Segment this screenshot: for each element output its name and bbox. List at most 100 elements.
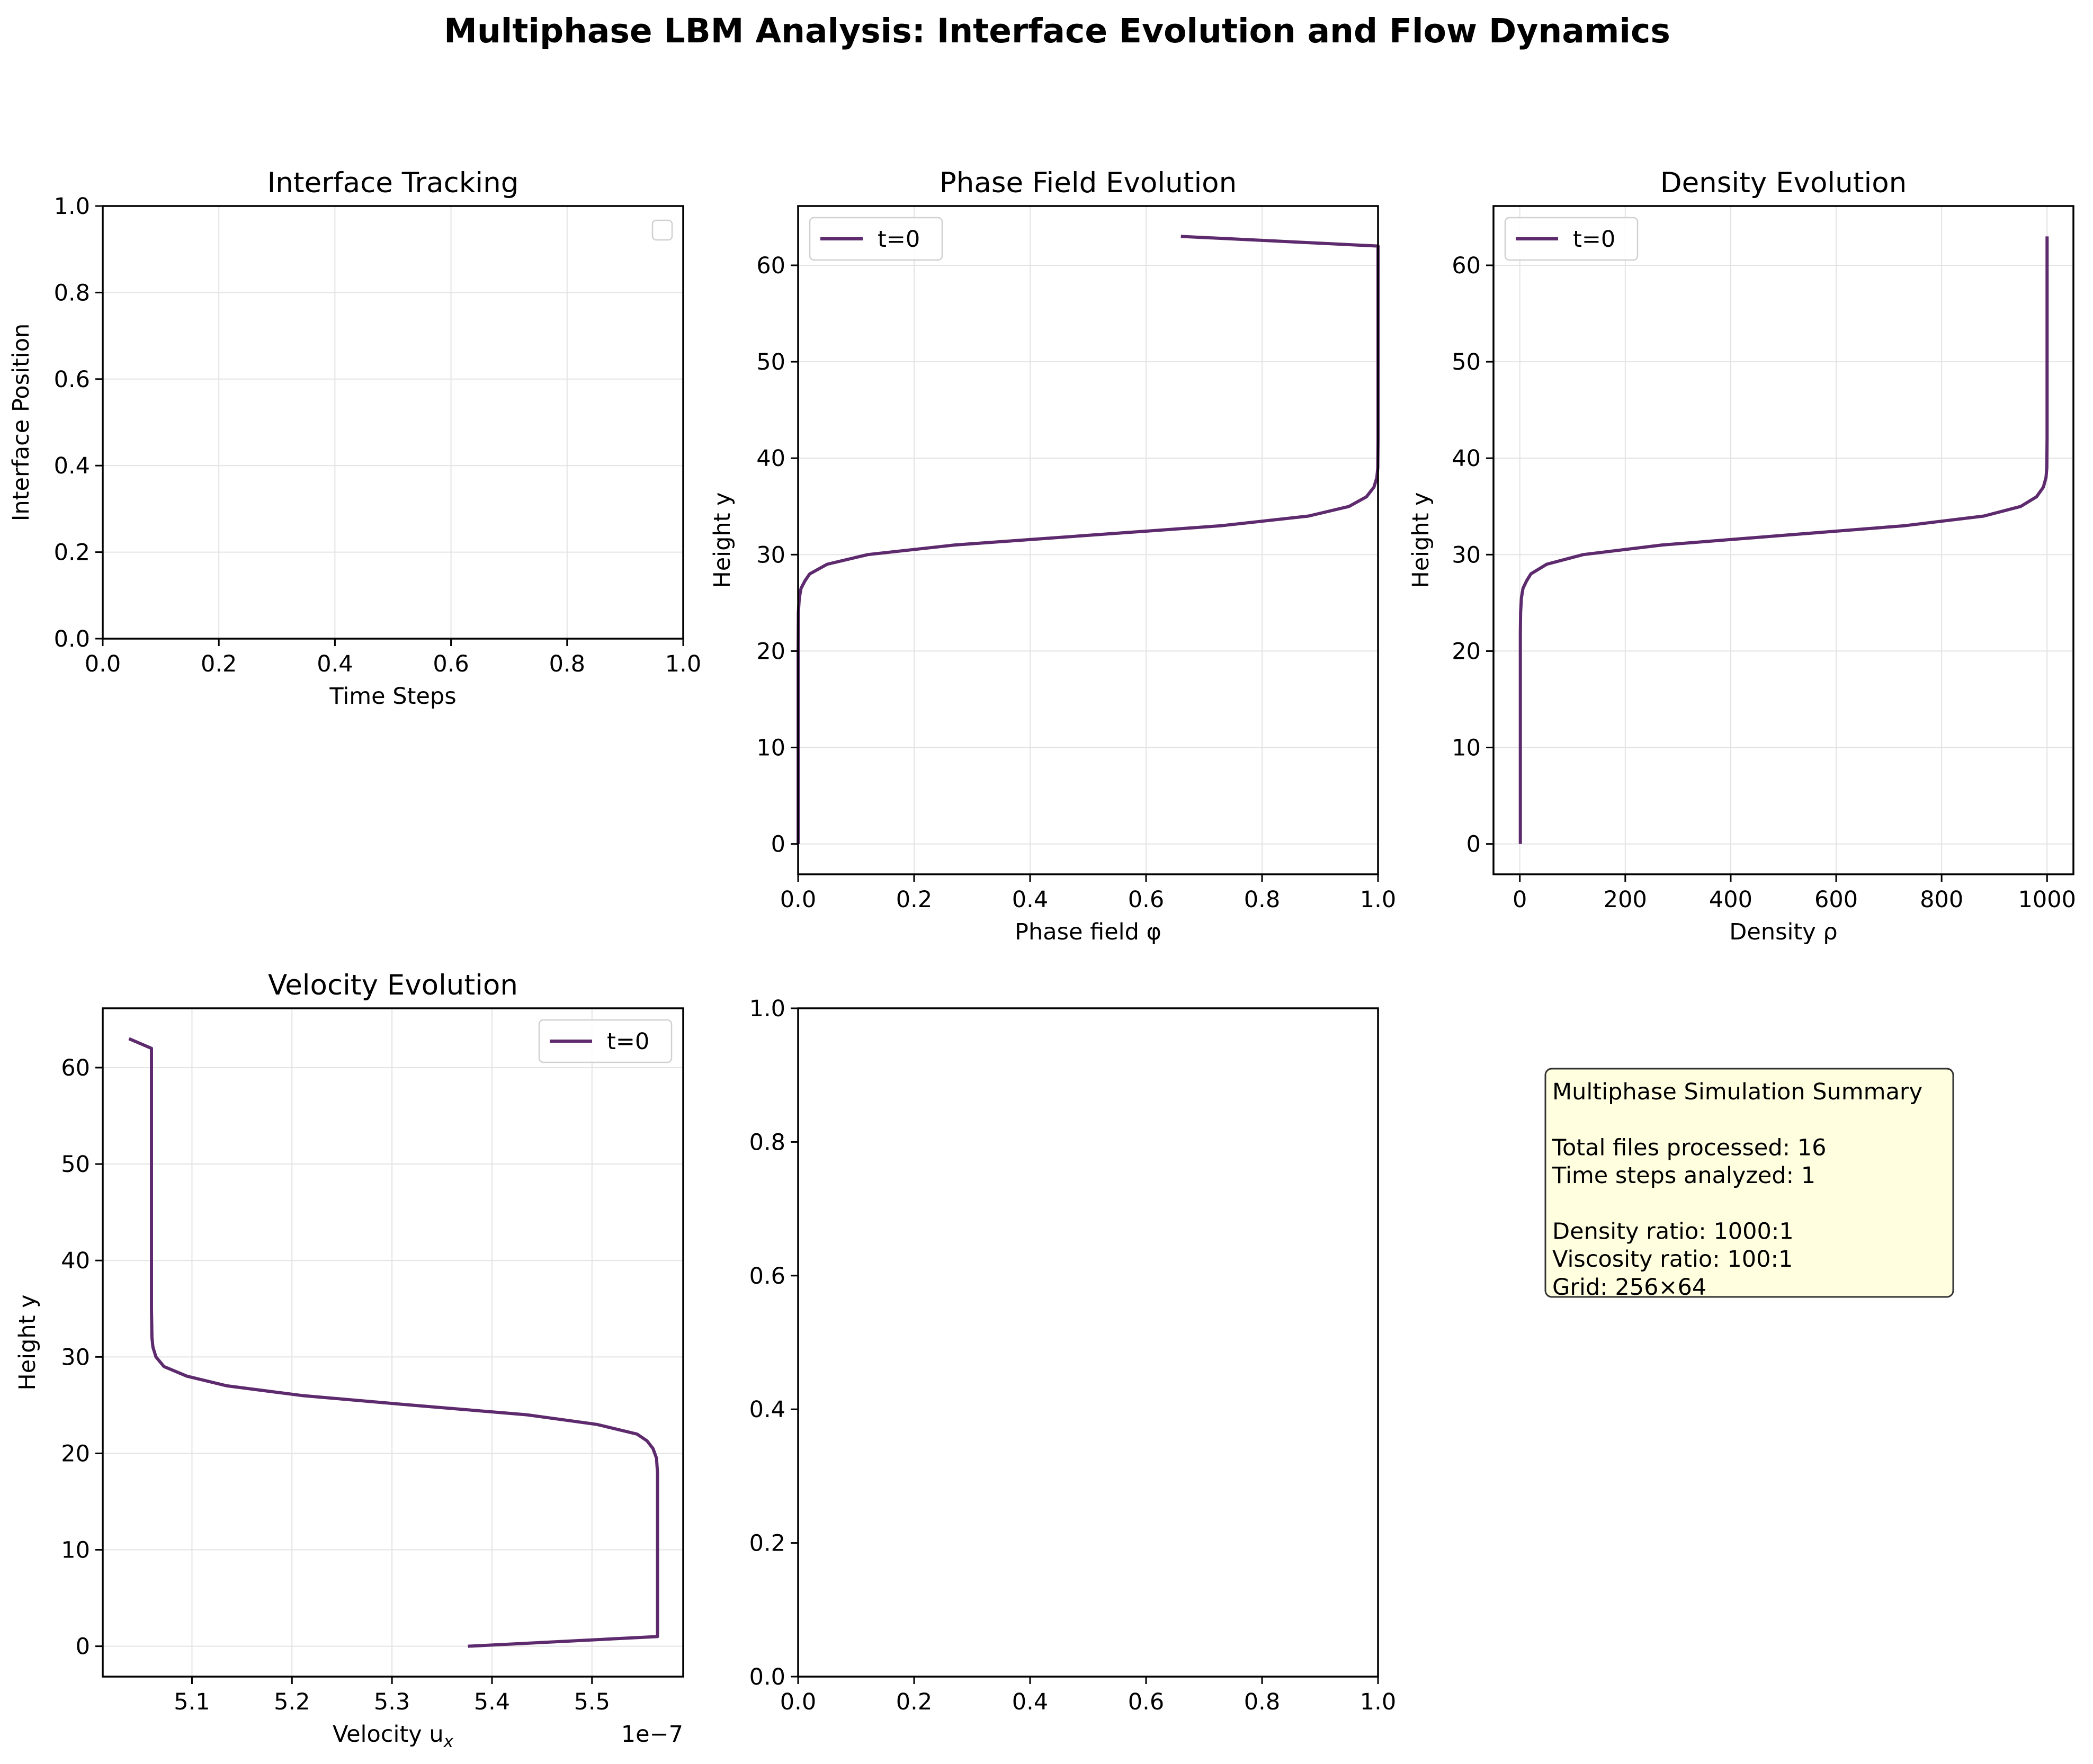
y-tick-label: 10 <box>1452 735 1481 762</box>
x-offset-label: 1e−7 <box>621 1721 683 1748</box>
x-tick-label: 0.0 <box>780 1689 816 1715</box>
y-tick-label: 50 <box>756 349 785 375</box>
x-tick-label: 5.3 <box>374 1689 410 1715</box>
summary-line: Density ratio: 1000:1 <box>1552 1219 1794 1245</box>
y-tick-label: 60 <box>61 1055 90 1081</box>
series-line-density <box>1518 236 2049 844</box>
axes-density: 0 200 400 600 800 1000 0 10 20 30 40 50 60 Density Ev… <box>1408 167 2076 945</box>
x-tick-label: 0.6 <box>1128 1689 1164 1715</box>
x-tick-label: 0.2 <box>201 651 237 677</box>
x-tick-label: 0.4 <box>317 651 353 677</box>
figure-suptitle: Multiphase LBM Analysis: Interface Evolu… <box>444 12 1670 50</box>
x-tick-label: 0.8 <box>1244 1689 1280 1715</box>
x-tick-label: 0.8 <box>1244 887 1280 913</box>
x-tick-label: 0.6 <box>433 651 469 677</box>
x-tick-label: 1.0 <box>1360 887 1396 913</box>
y-tick-label: 50 <box>1452 349 1481 375</box>
summary-background <box>1544 1068 1954 1298</box>
x-axis-label-text: Velocity u <box>333 1721 444 1748</box>
y-tick-label: 0.6 <box>54 366 90 393</box>
y-tick-label: 0.8 <box>749 1129 785 1156</box>
x-tick-label: 0.0 <box>85 651 121 677</box>
x-axis-label: Time Steps <box>329 683 456 710</box>
x-axis-label-text: Density ρ <box>1729 919 1837 945</box>
legend-box <box>1504 217 1639 261</box>
x-tick-label: 5.2 <box>274 1689 310 1715</box>
y-tick-label: 60 <box>1452 253 1481 279</box>
x-tick-label: 0.2 <box>896 1689 932 1715</box>
axes-frame <box>1492 205 2074 875</box>
x-tick-label: 0 <box>1513 887 1527 913</box>
legend: t=0 <box>538 1019 673 1063</box>
y-axis-label: Height y <box>14 1294 41 1390</box>
y-tick-label: 0.2 <box>54 540 90 566</box>
x-axis-label: Density ρ <box>1729 919 1837 945</box>
y-axis-label: Interface Position <box>8 324 34 522</box>
axes-title: Velocity Evolution <box>268 969 518 1001</box>
y-tick-label: 0.8 <box>54 280 90 306</box>
series-line-velocity <box>128 1037 659 1648</box>
axes-interface: 0.0 0.2 0.4 0.6 0.8 1.0 0.0 0.2 0.4 0.6 0.8 1.0 Inte… <box>8 167 701 710</box>
y-tick-label: 40 <box>756 445 785 472</box>
legend-label: t=0 <box>878 226 920 253</box>
summary-line: Viscosity ratio: 100:1 <box>1552 1246 1793 1273</box>
y-tick-label: 30 <box>756 542 785 568</box>
legend-box <box>538 1019 673 1063</box>
y-tick-label: 20 <box>61 1440 90 1467</box>
y-tick-label: 1.0 <box>749 996 785 1022</box>
y-axis-label: Height y <box>709 492 736 588</box>
axes-frame <box>797 205 1379 875</box>
legend: t=0 <box>809 217 943 261</box>
axes-title: Density Evolution <box>1660 167 1907 199</box>
y-tick-label: 0.4 <box>54 453 90 479</box>
y-tick-label: 10 <box>61 1537 90 1564</box>
x-tick-label: 600 <box>1814 887 1858 913</box>
axes-layer: 0.0 0.2 0.4 0.6 0.8 1.0 0.0 0.2 0.4 0.6 0.8 1.0 Inte… <box>8 167 2076 1751</box>
summary-box: Multiphase Simulation Summary Total files… <box>1544 1068 1954 1301</box>
y-tick-label: 0.0 <box>54 626 90 652</box>
axes-frame <box>102 1007 684 1678</box>
x-tick-label: 0.6 <box>1128 887 1164 913</box>
x-tick-label: 200 <box>1604 887 1647 913</box>
x-tick-label: 0.4 <box>1012 1689 1048 1715</box>
x-tick-label: 0.2 <box>896 887 932 913</box>
x-tick-label: 1.0 <box>665 651 701 677</box>
axes-title: Interface Tracking <box>267 167 519 199</box>
x-tick-label: 0.0 <box>780 887 816 913</box>
x-axis-label-text: Phase field φ <box>1015 919 1161 945</box>
axes-frame <box>102 205 684 640</box>
y-tick-label: 0.6 <box>749 1263 785 1290</box>
summary-line: Time steps analyzed: 1 <box>1552 1162 1815 1189</box>
y-tick-label: 0 <box>771 831 785 858</box>
y-tick-label: 0.0 <box>749 1664 785 1690</box>
y-tick-label: 20 <box>1452 638 1481 665</box>
legend-label: t=0 <box>607 1028 649 1055</box>
x-axis-label-subscript: x <box>443 1732 454 1751</box>
y-tick-label: 0 <box>1466 831 1481 858</box>
axes-frame <box>797 1007 1379 1678</box>
x-tick-label: 5.4 <box>474 1689 510 1715</box>
summary-line: Total files processed: 16 <box>1552 1134 1827 1161</box>
x-tick-label: 0.8 <box>549 651 585 677</box>
y-tick-label: 1.0 <box>54 193 90 220</box>
axes-empty: 0.0 0.2 0.4 0.6 0.8 1.0 0.0 0.2 0.4 0.6 0.8 1.0 <box>749 996 1397 1715</box>
y-tick-label: 30 <box>1452 542 1481 568</box>
y-axis-label: Height y <box>1408 492 1434 588</box>
x-tick-label: 5.1 <box>174 1689 210 1715</box>
axes-phase: 0.0 0.2 0.4 0.6 0.8 1.0 0 10 20 30 40 50 60 Phase Fie… <box>709 167 1396 945</box>
y-tick-label: 0.2 <box>749 1530 785 1557</box>
y-tick-label: 20 <box>756 638 785 665</box>
x-tick-label: 800 <box>1920 887 1963 913</box>
y-tick-label: 0.4 <box>749 1396 785 1423</box>
legend-label: t=0 <box>1573 226 1615 253</box>
y-tick-label: 50 <box>61 1151 90 1178</box>
x-tick-label: 1000 <box>2018 887 2076 913</box>
summary-line: Multiphase Simulation Summary <box>1552 1079 1922 1105</box>
x-tick-label: 400 <box>1709 887 1752 913</box>
x-axis-label: Velocity ux <box>333 1721 454 1751</box>
legend-box <box>809 217 943 261</box>
x-tick-label: 5.5 <box>574 1689 610 1715</box>
axes-title: Phase Field Evolution <box>940 167 1237 199</box>
summary-line: Grid: 256×64 <box>1552 1274 1706 1301</box>
